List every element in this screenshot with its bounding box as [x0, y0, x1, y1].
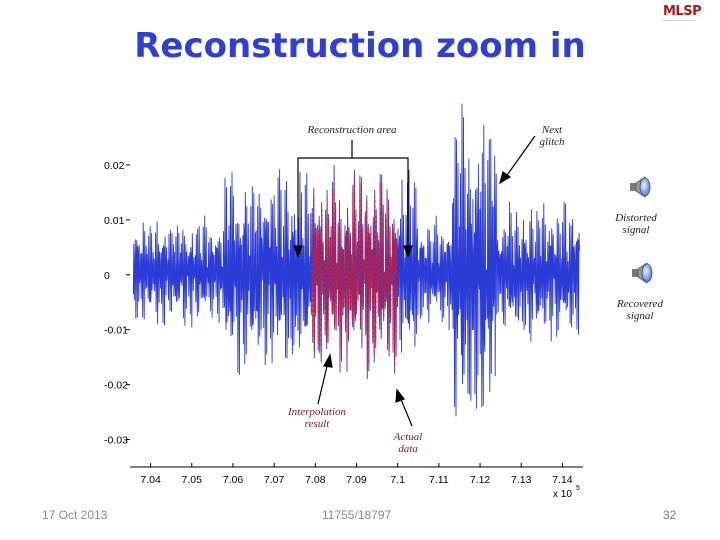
x-tick-label: 7.13 [511, 474, 532, 486]
footer-date: 17 Oct 2013 [42, 508, 108, 522]
actual-data-label: Actual data [393, 431, 423, 455]
reconstructed-signal-line [310, 173, 398, 371]
distorted-signal-label: Distorted signal [615, 212, 657, 236]
x-tick-label: 7.05 [182, 474, 203, 486]
logo-underline: ———————— [663, 17, 695, 22]
x-scale-label: x 10 [553, 489, 572, 500]
y-tick-label: 0.02 [104, 160, 125, 172]
x-tick-label: 7.06 [223, 474, 244, 486]
x-tick-label: 7.09 [346, 474, 367, 486]
reconstructed-series [310, 173, 398, 371]
logo-text: MLSP [663, 4, 702, 19]
x-tick-label: 7.14 [552, 474, 573, 486]
slide-title: Reconstruction zoom in [134, 26, 586, 66]
reconstruction-bracket [293, 140, 413, 258]
speaker-icon[interactable] [627, 174, 653, 200]
distorted-signal-series [132, 103, 580, 417]
mlsp-logo: MLSP ———————— [663, 4, 713, 26]
x-tick-label: 7.11 [429, 474, 449, 486]
x-tick-label: 7.1 [390, 474, 405, 486]
y-tick-label: -0.02 [104, 380, 128, 392]
x-scale-exponent: 5 [576, 485, 580, 492]
x-tick-label: 7.12 [470, 474, 491, 486]
y-axis-ticks: 0.02 0.01 0 -0.01 -0.02 -0.03 [104, 160, 130, 447]
footer-course: 11755/18797 [322, 508, 392, 522]
x-axis-ticks: 7.04 7.05 7.06 7.07 7.08 7.09 7.1 7.11 7.12 7.13 7… [140, 463, 573, 486]
y-tick-label: -0.03 [104, 435, 128, 447]
recovered-signal-label: Recovered signal [616, 298, 663, 322]
y-tick-label: -0.01 [104, 325, 128, 337]
x-tick-label: 7.04 [140, 474, 161, 486]
interpolation-arrow [317, 353, 333, 405]
actual-data-arrow [395, 388, 413, 427]
y-tick-label: 0 [104, 270, 110, 282]
y-tick-label: 0.01 [104, 215, 125, 227]
x-tick-label: 7.07 [264, 474, 285, 486]
x-tick-label: 7.08 [305, 474, 326, 486]
distorted-signal-line [132, 103, 580, 417]
speaker-icon[interactable] [629, 260, 655, 286]
reconstruction-area-label: Reconstruction area [307, 124, 397, 136]
interpolation-result-label: Interpolation result [287, 406, 347, 430]
next-glitch-label: Next glitch [539, 124, 565, 148]
page-number: 32 [663, 508, 677, 522]
next-glitch-arrow [499, 135, 536, 185]
